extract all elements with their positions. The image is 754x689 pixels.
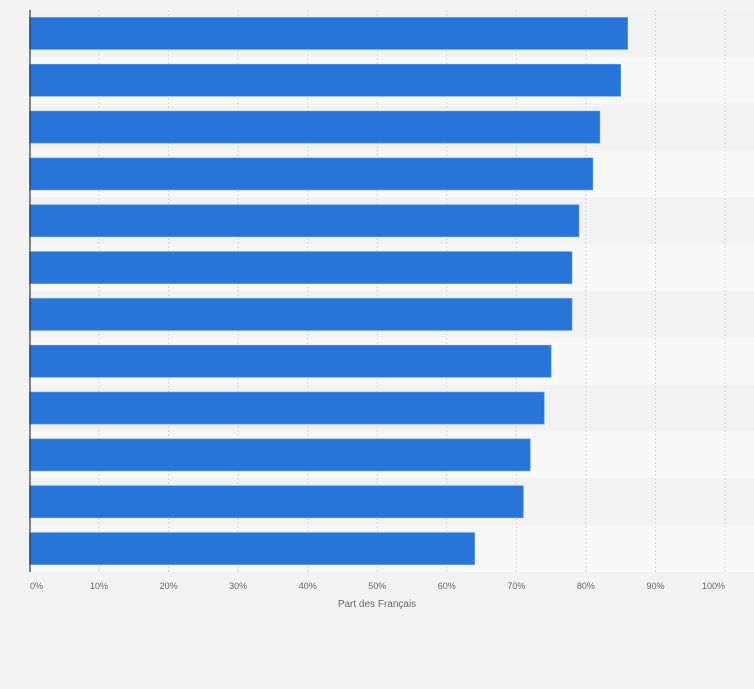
- gridlines: [98, 10, 726, 572]
- bar[interactable]: [29, 251, 573, 284]
- x-tick-label: 50%: [368, 581, 386, 591]
- x-tick-labels: 0% 10% 20% 30% 40% 50% 60% 70% 80% 90% 100%: [30, 581, 725, 591]
- bar[interactable]: [29, 391, 545, 425]
- x-tick-label: 40%: [299, 581, 317, 591]
- x-tick-label: 10%: [90, 581, 108, 591]
- x-tick-label: 90%: [646, 581, 664, 591]
- x-axis-label: Part des Français: [338, 599, 416, 610]
- x-tick-label: 0%: [30, 581, 43, 591]
- bar[interactable]: [29, 298, 573, 331]
- x-tick-label: 100%: [702, 581, 725, 591]
- x-tick-label: 60%: [438, 581, 456, 591]
- bar[interactable]: [29, 63, 621, 97]
- x-tick-label: 30%: [229, 581, 247, 591]
- x-tick-label: 80%: [577, 581, 595, 591]
- bar[interactable]: [29, 438, 531, 472]
- bar[interactable]: [29, 485, 524, 519]
- bar[interactable]: [29, 17, 628, 50]
- bar[interactable]: [29, 344, 552, 378]
- bar[interactable]: [29, 204, 580, 238]
- bar[interactable]: [29, 157, 594, 191]
- bar[interactable]: [29, 110, 601, 144]
- bars: [29, 17, 628, 565]
- bar[interactable]: [29, 532, 475, 565]
- x-tick-label: 20%: [160, 581, 178, 591]
- x-tick-label: 70%: [507, 581, 525, 591]
